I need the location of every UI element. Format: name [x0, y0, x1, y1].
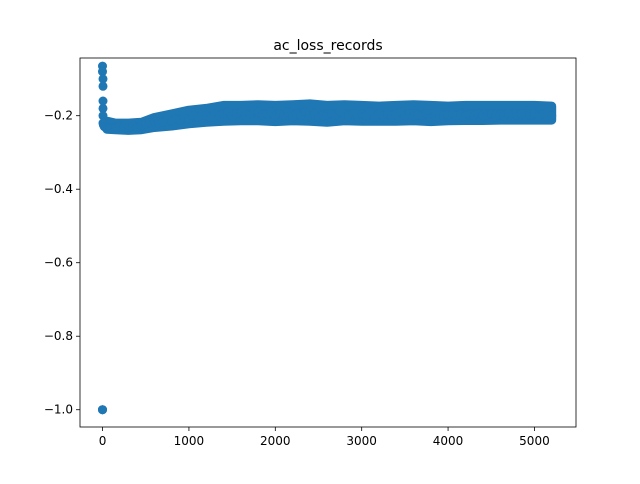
- y-tick-label: −0.2: [44, 109, 73, 123]
- data-point: [98, 74, 108, 84]
- y-tick-label: −0.4: [44, 182, 73, 196]
- x-tick-label: 5000: [519, 434, 550, 448]
- x-tick-label: 2000: [260, 434, 291, 448]
- y-tick-label: −1.0: [44, 403, 73, 417]
- plot-area-frame: [79, 57, 577, 428]
- data-point: [98, 111, 108, 121]
- x-tick-label: 3000: [346, 434, 377, 448]
- data-point: [547, 111, 557, 121]
- data-point: [98, 405, 107, 415]
- y-axis: −1.0 −0.8 −0.6 −0.4 −0.2: [44, 109, 80, 417]
- x-axis: 0 1000 2000 3000 4000 5000: [99, 427, 550, 448]
- x-tick-label: 0: [99, 434, 107, 448]
- data-point: [98, 103, 108, 113]
- y-tick-label: −0.6: [44, 256, 73, 270]
- x-tick-label: 4000: [433, 434, 464, 448]
- data-points: [98, 61, 557, 415]
- y-tick-label: −0.8: [44, 329, 73, 343]
- data-point: [98, 67, 107, 77]
- chart-title: ac_loss_records: [273, 38, 382, 54]
- data-point: [98, 81, 108, 91]
- data-point: [98, 96, 108, 106]
- x-tick-label: 1000: [174, 434, 205, 448]
